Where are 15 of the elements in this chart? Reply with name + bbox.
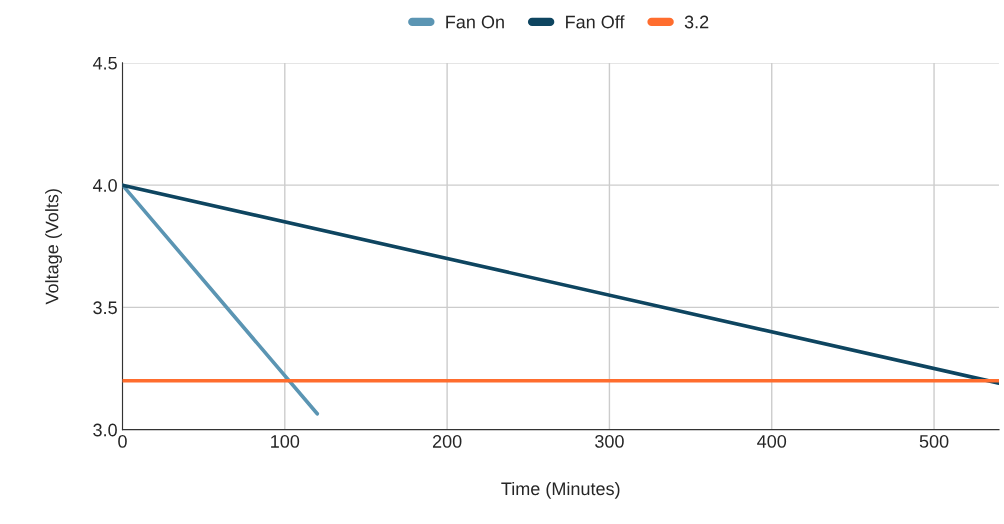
x-tick-label: 300 xyxy=(595,435,624,448)
x-tick-label: 100 xyxy=(271,435,300,448)
y-tick-label: 4.5 xyxy=(92,57,117,70)
x-tick-label: 400 xyxy=(757,435,787,448)
y-tick-label: 3.5 xyxy=(93,301,117,315)
legend-label: 3.2 xyxy=(684,15,709,29)
y-axis-title: Voltage (Volts) xyxy=(45,189,62,305)
x-tick-label: 200 xyxy=(432,435,462,448)
y-tick-label: 4.0 xyxy=(92,179,117,192)
x-tick-label: 500 xyxy=(919,435,949,448)
x-axis-title: Time (Minutes) xyxy=(501,481,620,499)
legend-label: Fan On xyxy=(446,15,504,29)
x-tick-label: 0 xyxy=(118,435,127,448)
legend-label: Fan Off xyxy=(566,15,625,29)
y-tick-label: 3.0 xyxy=(93,423,117,437)
